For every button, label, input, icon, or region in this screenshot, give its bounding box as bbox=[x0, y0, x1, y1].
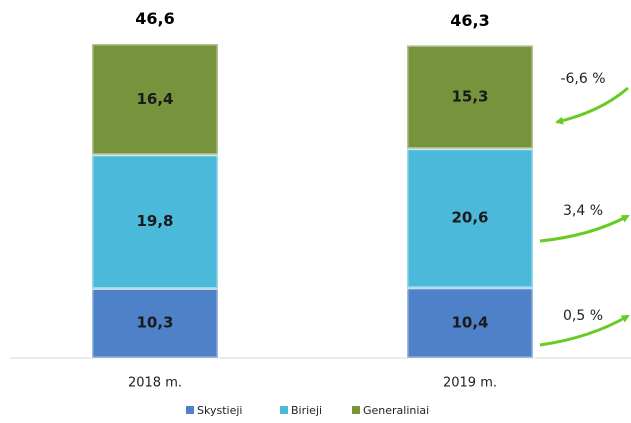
change-annotation: 3,4 % bbox=[563, 203, 603, 219]
segment-label: 20,6 bbox=[451, 209, 488, 227]
segment-label: 10,3 bbox=[136, 314, 173, 332]
x-tick-label: 2019 m. bbox=[443, 376, 497, 391]
x-tick-label: 2018 m. bbox=[128, 376, 182, 391]
segment-label: 10,4 bbox=[451, 313, 488, 331]
segment-label: 15,3 bbox=[451, 88, 488, 106]
change-arrow bbox=[555, 86, 629, 125]
segment-label: 16,4 bbox=[136, 90, 173, 108]
segment-label: 19,8 bbox=[136, 212, 173, 230]
bar-segment bbox=[405, 147, 535, 290]
legend-swatch bbox=[280, 406, 288, 414]
bar-segment bbox=[405, 43, 535, 151]
legend-label: Skystieji bbox=[197, 404, 242, 417]
legend-label: Generaliniai bbox=[363, 404, 429, 417]
total-label: 46,6 bbox=[135, 9, 174, 28]
change-arrow bbox=[539, 214, 630, 243]
total-label: 46,3 bbox=[450, 11, 489, 30]
bar-segment bbox=[405, 286, 535, 360]
change-annotation: 0,5 % bbox=[563, 308, 603, 324]
change-arrow bbox=[539, 314, 630, 347]
legend-label: Birieji bbox=[291, 404, 322, 417]
legend-swatch bbox=[352, 406, 360, 414]
legend-swatch bbox=[186, 406, 194, 414]
bar-segment bbox=[90, 42, 220, 157]
change-annotation: -6,6 % bbox=[560, 71, 605, 87]
bar-segment bbox=[90, 286, 220, 360]
